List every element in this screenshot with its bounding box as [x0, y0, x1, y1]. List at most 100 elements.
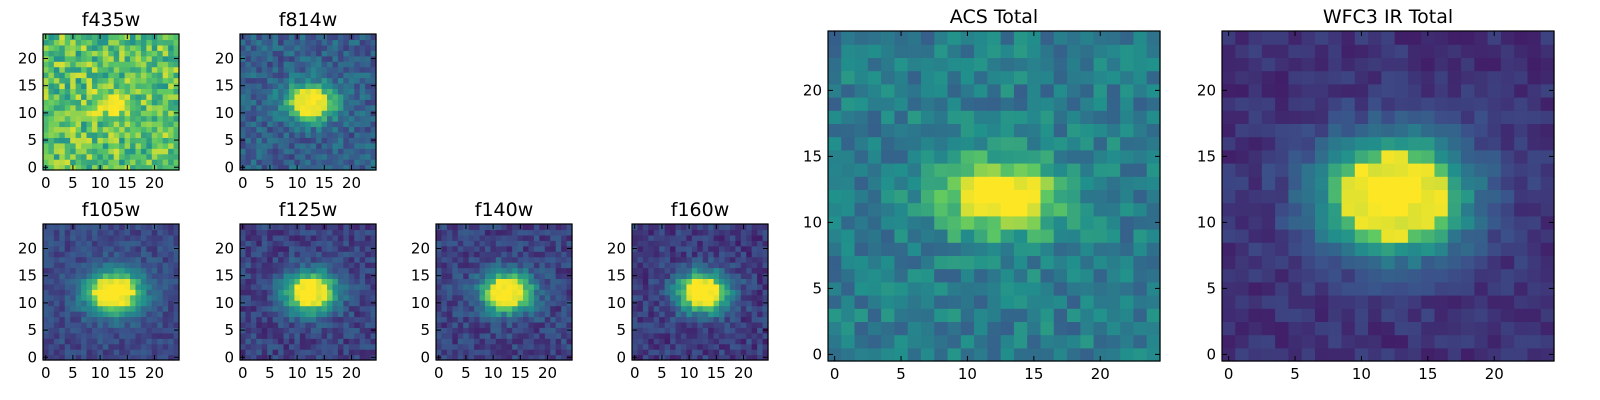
- heatmap-cell: [1328, 189, 1343, 204]
- heatmap-cell: [140, 321, 147, 328]
- heatmap-cell: [48, 327, 55, 334]
- heatmap-cell: [1394, 149, 1409, 164]
- heatmap-cell: [1013, 110, 1028, 124]
- heatmap-cell: [1120, 347, 1135, 362]
- heatmap-cell: [294, 93, 301, 100]
- heatmap-cell: [550, 267, 557, 274]
- heatmap-cell: [1040, 70, 1055, 85]
- heatmap-cell: [854, 268, 869, 283]
- heatmap-cell: [359, 332, 366, 339]
- heatmap-cell: [1080, 97, 1095, 111]
- heatmap-cell: [642, 316, 649, 323]
- heatmap-cell: [108, 251, 115, 258]
- heatmap-cell: [960, 44, 975, 58]
- panel-title: f435w: [82, 9, 141, 31]
- heatmap-cell: [1461, 189, 1475, 204]
- heatmap-cell: [359, 327, 366, 334]
- heatmap-cell: [1093, 31, 1108, 45]
- heatmap-cell: [294, 110, 301, 117]
- heatmap-cell: [648, 354, 655, 361]
- heatmap-cell: [670, 343, 677, 350]
- heatmap-cell: [162, 300, 169, 307]
- y-tick-label: 5: [27, 321, 37, 339]
- heatmap-cell: [867, 255, 882, 270]
- heatmap-cell: [1106, 255, 1121, 270]
- heatmap-cell: [1434, 295, 1449, 309]
- heatmap-cell: [686, 305, 693, 312]
- heatmap-cell: [729, 354, 736, 361]
- heatmap-cell: [828, 268, 842, 283]
- heatmap-cell: [81, 61, 88, 68]
- heatmap-cell: [261, 142, 268, 149]
- heatmap-cell: [746, 349, 753, 356]
- heatmap-cell: [1053, 176, 1068, 190]
- heatmap-cell: [173, 77, 180, 84]
- heatmap-cell: [1341, 229, 1356, 243]
- heatmap-cell: [316, 267, 323, 274]
- heatmap-cell: [48, 305, 55, 312]
- heatmap-cell: [974, 229, 988, 243]
- heatmap-cell: [305, 300, 312, 307]
- heatmap-cell: [1133, 295, 1148, 309]
- heatmap-cell: [468, 229, 475, 236]
- heatmap-cell: [130, 234, 137, 241]
- heatmap-cell: [1248, 334, 1263, 349]
- heatmap-cell: [240, 93, 247, 100]
- heatmap-cell: [762, 240, 769, 247]
- heatmap-cell: [64, 50, 71, 57]
- heatmap-cell: [1275, 295, 1289, 309]
- heatmap-cell: [1040, 163, 1055, 177]
- heatmap-cell: [561, 327, 568, 334]
- heatmap-cell: [490, 332, 497, 339]
- heatmap-cell: [506, 245, 513, 252]
- heatmap-cell: [1394, 176, 1409, 190]
- heatmap-cell: [1314, 308, 1329, 322]
- heatmap-cell: [261, 44, 268, 51]
- heatmap-cell: [168, 305, 175, 312]
- heatmap-cell: [920, 321, 935, 336]
- heatmap-cell: [670, 234, 677, 241]
- heatmap-cell: [1474, 202, 1489, 217]
- heatmap-cell: [332, 93, 339, 100]
- heatmap-cell: [168, 327, 175, 334]
- heatmap-cell: [1146, 31, 1161, 45]
- heatmap-cell: [256, 61, 263, 68]
- plot-frame: [827, 30, 1161, 362]
- heatmap-cell: [740, 251, 747, 258]
- heatmap-cell: [495, 278, 502, 285]
- heatmap-cell: [632, 262, 639, 269]
- heatmap-cell: [533, 278, 540, 285]
- heatmap-cell: [713, 321, 720, 328]
- heatmap-cell: [337, 321, 344, 328]
- heatmap-cell: [457, 278, 464, 285]
- heatmap-cell: [97, 50, 104, 57]
- heatmap-cell: [151, 44, 158, 51]
- heatmap-cell: [691, 294, 698, 301]
- heatmap-cell: [637, 327, 644, 334]
- heatmap-cell: [48, 240, 55, 247]
- heatmap-cell: [91, 159, 98, 166]
- heatmap-cell: [288, 251, 295, 258]
- heatmap-cell: [48, 294, 55, 301]
- heatmap-cell: [157, 115, 164, 122]
- heatmap-cell: [151, 349, 158, 356]
- y-tick-label: 15: [607, 267, 626, 285]
- heatmap-cell: [168, 316, 175, 323]
- heatmap-cell: [1514, 334, 1529, 349]
- heatmap-cell: [75, 104, 82, 111]
- heatmap-cell: [713, 262, 720, 269]
- heatmap-cell: [501, 305, 508, 312]
- heatmap-cell: [162, 256, 169, 263]
- heatmap-cell: [1487, 268, 1502, 283]
- heatmap-cell: [365, 278, 372, 285]
- heatmap-cell: [130, 55, 137, 62]
- heatmap-cell: [664, 251, 671, 258]
- heatmap-cell: [240, 343, 247, 350]
- heatmap-cell: [59, 148, 66, 155]
- heatmap-cell: [370, 93, 377, 100]
- heatmap-cell: [550, 289, 557, 296]
- heatmap-cell: [370, 305, 377, 312]
- heatmap-cell: [119, 234, 126, 241]
- heatmap-cell: [294, 256, 301, 263]
